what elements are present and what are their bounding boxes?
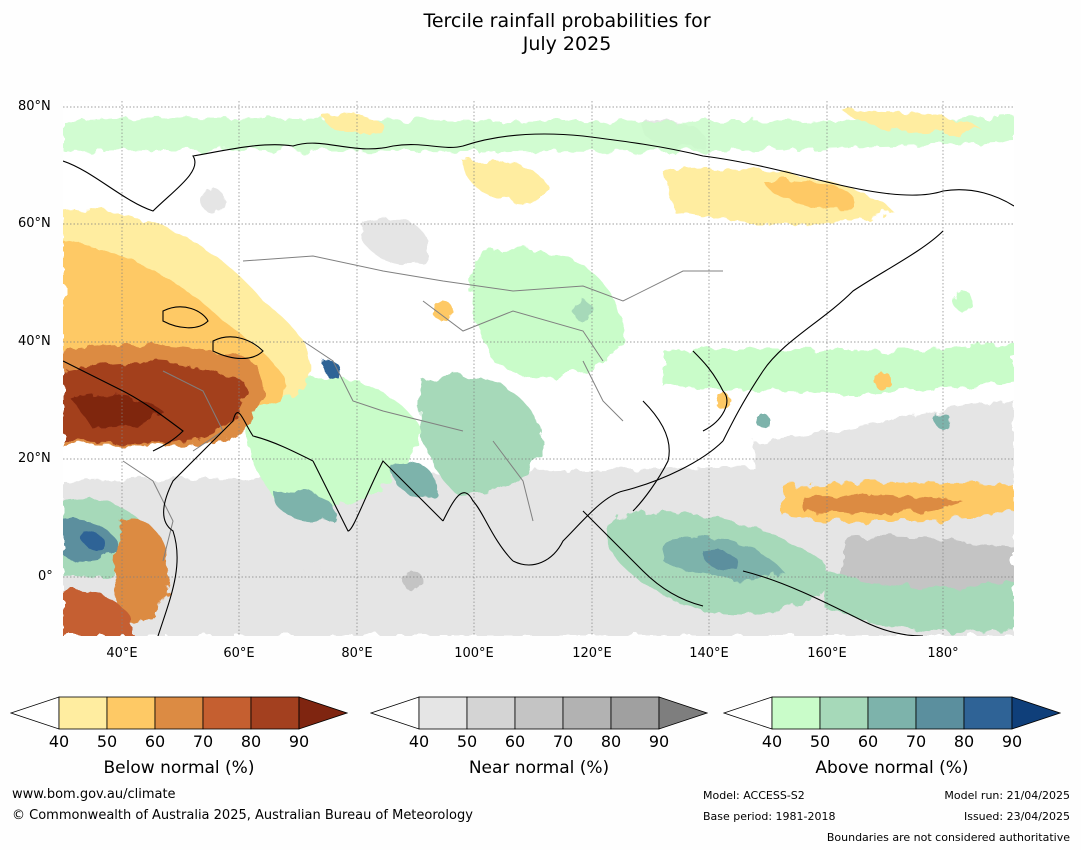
country-borders	[122, 255, 723, 562]
lon-label-60e: 60°E	[223, 646, 255, 661]
lon-label-180: 180°	[927, 646, 959, 661]
colorbar-below-normal	[10, 696, 348, 730]
title-line-2: July 2025	[522, 33, 612, 55]
tick-label: 90	[288, 732, 310, 751]
lon-label-80e: 80°E	[341, 646, 373, 661]
colorbar-above-normal	[723, 696, 1061, 730]
tick-label: 90	[1001, 732, 1023, 751]
tick-label: 50	[456, 732, 478, 751]
title-line-1: Tercile rainfall probabilities for	[423, 10, 711, 32]
colorbar-near-normal	[370, 696, 708, 730]
lat-label-20n: 20°N	[18, 451, 51, 466]
base-period-text: Base period: 1981-2018	[703, 810, 836, 823]
lon-label-120e: 120°E	[572, 646, 612, 661]
map-title: Tercile rainfall probabilities for July …	[0, 10, 1081, 56]
copyright-text: © Commonwealth of Australia 2025, Austra…	[12, 808, 473, 823]
colorbar-above-swatches	[771, 696, 1061, 730]
tick-label: 40	[408, 732, 430, 751]
tick-label: 50	[809, 732, 831, 751]
tick-label: 60	[504, 732, 526, 751]
tick-label: 70	[192, 732, 214, 751]
lon-label-160e: 160°E	[807, 646, 847, 661]
issued-text: Issued: 23/04/2025	[963, 810, 1070, 823]
probability-shading	[63, 110, 1014, 636]
lat-label-60n: 60°N	[18, 216, 51, 231]
tick-label: 50	[96, 732, 118, 751]
colorbar-below-title: Below normal (%)	[103, 758, 255, 778]
tick-label: 60	[857, 732, 879, 751]
graticule	[63, 101, 1014, 636]
lat-label-80n: 80°N	[18, 99, 51, 114]
bom-url-link[interactable]: www.bom.gov.au/climate	[12, 787, 176, 802]
model-text: Model: ACCESS-S2	[703, 789, 805, 802]
model-run-text: Model run: 21/04/2025	[944, 789, 1070, 802]
tick-label: 70	[552, 732, 574, 751]
lon-label-100e: 100°E	[454, 646, 494, 661]
colorbar-below-swatches	[58, 696, 348, 730]
lat-label-40n: 40°N	[18, 334, 51, 349]
coastlines	[63, 133, 1014, 636]
probability-speckle	[201, 189, 973, 591]
colorbar-near-title: Near normal (%)	[468, 758, 610, 778]
tick-label: 40	[48, 732, 70, 751]
lon-label-40e: 40°E	[106, 646, 138, 661]
disclaimer-text: Boundaries are not considered authoritat…	[826, 831, 1070, 844]
tick-label: 60	[144, 732, 166, 751]
map-svg	[63, 101, 1014, 636]
tick-label: 80	[600, 732, 622, 751]
tick-label: 40	[761, 732, 783, 751]
lat-label-0: 0°	[38, 569, 53, 584]
colorbar-near-swatches	[418, 696, 708, 730]
rainfall-probability-map	[63, 101, 1014, 636]
colorbar-above-title: Above normal (%)	[815, 758, 969, 778]
tick-label: 80	[953, 732, 975, 751]
lon-label-140e: 140°E	[689, 646, 729, 661]
tick-label: 80	[240, 732, 262, 751]
tick-label: 70	[905, 732, 927, 751]
tick-label: 90	[648, 732, 670, 751]
